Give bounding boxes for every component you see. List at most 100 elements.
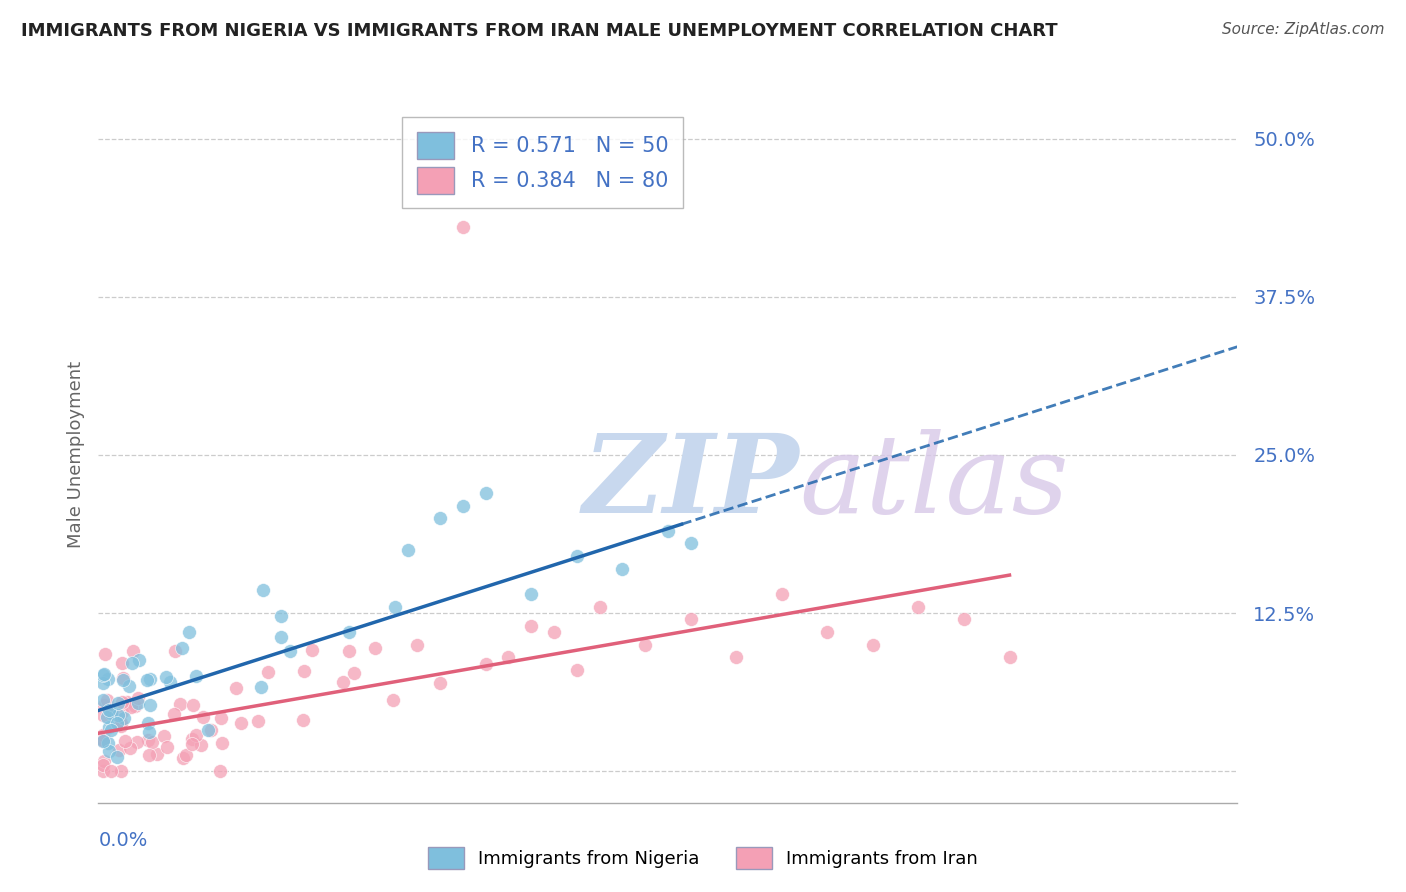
Point (429, 511, 451, 525)
Point (165, 644, 187, 658)
Point (257, 665, 280, 680)
Y-axis label: Male Unemployment: Male Unemployment (66, 361, 84, 549)
Legend: R = 0.571   N = 50, R = 0.384   N = 80: R = 0.571 N = 50, R = 0.384 N = 80 (402, 118, 683, 209)
Point (136, 732, 159, 747)
Point (110, 715, 132, 730)
Point (156, 740, 179, 755)
Point (184, 728, 207, 742)
Point (110, 764, 132, 779)
Point (163, 706, 186, 721)
Point (612, 562, 634, 576)
Point (679, 612, 702, 626)
Point (229, 716, 252, 731)
Point (118, 741, 141, 756)
Point (121, 657, 143, 671)
Point (474, 486, 496, 500)
Point (91, 692, 114, 706)
Point (122, 644, 145, 658)
Point (190, 738, 212, 752)
Point (125, 735, 148, 749)
Point (246, 714, 269, 729)
Point (679, 536, 702, 550)
Point (225, 681, 247, 695)
Text: ZIP: ZIP (582, 429, 799, 536)
Point (520, 618, 543, 632)
Point (520, 587, 543, 601)
Text: Source: ZipAtlas.com: Source: ZipAtlas.com (1222, 22, 1385, 37)
Point (91, 734, 114, 748)
Point (657, 524, 679, 538)
Point (174, 747, 197, 762)
Point (112, 673, 135, 687)
Point (200, 723, 222, 738)
Point (146, 747, 169, 761)
Point (105, 715, 128, 730)
Point (862, 638, 884, 652)
Point (91, 728, 114, 742)
Point (114, 734, 136, 748)
Point (474, 657, 496, 671)
Point (172, 750, 194, 764)
Point (343, 666, 366, 681)
Point (120, 700, 142, 714)
Point (124, 699, 146, 714)
Point (907, 599, 929, 614)
Point (451, 220, 474, 235)
Text: atlas: atlas (799, 429, 1069, 536)
Point (93, 708, 115, 723)
Point (498, 650, 520, 665)
Point (332, 675, 354, 690)
Point (208, 764, 231, 779)
Point (197, 723, 219, 738)
Point (98, 720, 121, 734)
Point (107, 742, 129, 756)
Point (136, 673, 159, 687)
Point (270, 630, 292, 644)
Point (292, 664, 315, 678)
Text: IMMIGRANTS FROM NIGERIA VS IMMIGRANTS FROM IRAN MALE UNEMPLOYMENT CORRELATION CH: IMMIGRANTS FROM NIGERIA VS IMMIGRANTS FR… (21, 22, 1057, 40)
Point (97, 672, 120, 686)
Point (725, 650, 748, 665)
Legend: Immigrants from Nigeria, Immigrants from Iran: Immigrants from Nigeria, Immigrants from… (420, 839, 986, 876)
Point (211, 736, 233, 750)
Point (93, 698, 115, 712)
Point (180, 737, 202, 751)
Point (382, 693, 405, 707)
Point (110, 657, 132, 671)
Point (91, 733, 114, 747)
Point (364, 640, 387, 655)
Point (209, 710, 232, 724)
Point (406, 638, 429, 652)
Point (111, 705, 134, 719)
Point (91, 734, 114, 748)
Point (565, 663, 588, 677)
Point (117, 695, 139, 709)
Point (97, 736, 120, 750)
Point (111, 695, 134, 709)
Point (252, 582, 274, 597)
Point (184, 669, 207, 683)
Point (565, 549, 588, 563)
Point (770, 587, 793, 601)
Point (91, 764, 114, 779)
Point (107, 696, 129, 710)
Point (96, 693, 118, 707)
Point (128, 653, 150, 667)
Point (815, 625, 838, 640)
Point (105, 750, 128, 764)
Point (100, 764, 122, 779)
Point (193, 710, 215, 724)
Point (139, 672, 162, 686)
Point (155, 670, 177, 684)
Point (91, 758, 114, 772)
Point (98, 744, 121, 758)
Point (91, 676, 114, 690)
Point (127, 697, 149, 711)
Point (588, 599, 610, 614)
Point (136, 716, 159, 731)
Point (127, 691, 149, 706)
Point (111, 671, 134, 685)
Point (94, 648, 117, 662)
Point (384, 599, 406, 614)
Point (998, 650, 1021, 665)
